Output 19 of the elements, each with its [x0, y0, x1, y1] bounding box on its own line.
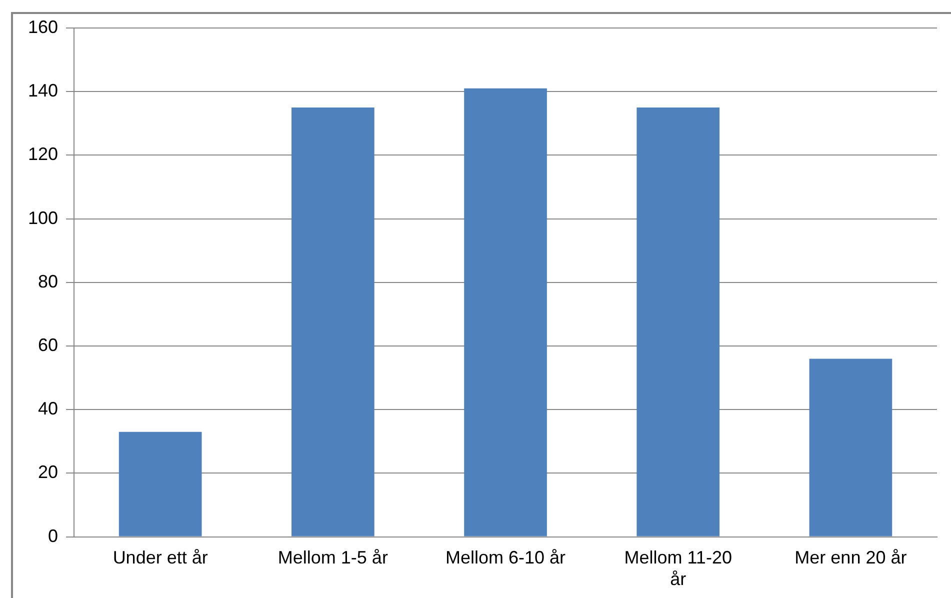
- y-tick-label: 120: [28, 144, 58, 164]
- y-tick-label: 60: [38, 334, 58, 355]
- x-tick-label: Mer enn 20 år: [794, 548, 907, 568]
- bar: [809, 358, 892, 536]
- y-tick-label: 20: [38, 462, 58, 482]
- y-tick-label: 100: [28, 208, 58, 228]
- bar: [464, 88, 547, 536]
- y-tick-label: 160: [28, 16, 58, 37]
- y-tick-label: 40: [38, 398, 58, 419]
- x-tick-label: Mellom 1-5 år: [278, 548, 388, 568]
- bar: [292, 108, 374, 536]
- x-tick-label: Mellom 6-10 år: [445, 548, 566, 568]
- bar: [636, 108, 720, 536]
- x-tick-label: Under ett år: [112, 548, 208, 568]
- y-tick-label: 140: [28, 80, 58, 101]
- y-tick-label: 80: [38, 271, 58, 292]
- x-tick-label: Mellom 11-20 år: [624, 548, 732, 590]
- bar: [118, 432, 202, 536]
- y-tick-label: 0: [48, 526, 58, 546]
